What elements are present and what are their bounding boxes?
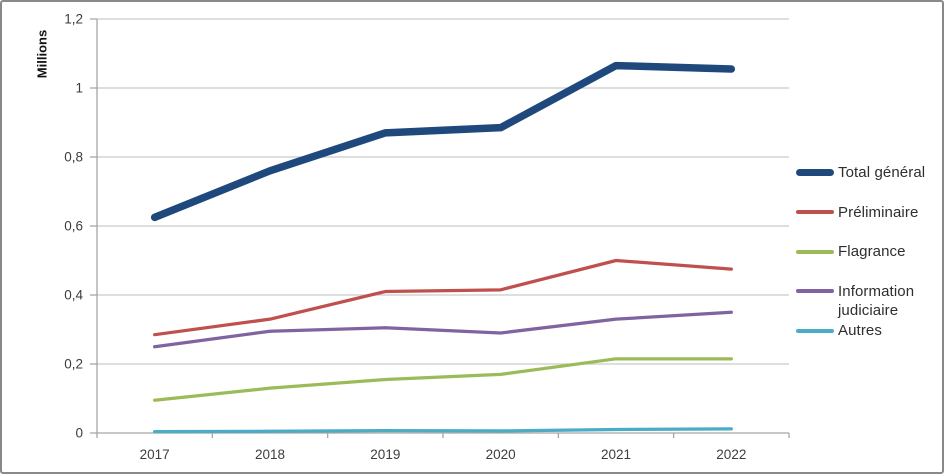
legend-label: Autres xyxy=(838,322,882,339)
legend-label: Flagrance xyxy=(838,243,906,260)
series-line-3 xyxy=(153,310,733,349)
legend-item-2: Flagrance xyxy=(792,242,940,262)
x-tick-label: 2018 xyxy=(255,447,285,462)
series-line-1 xyxy=(153,258,733,337)
y-tick-label: 0 xyxy=(75,426,83,441)
legend-marker-line-icon xyxy=(796,328,834,333)
legend-label: Total général xyxy=(838,164,926,181)
legend-marker-line-icon xyxy=(796,249,834,254)
y-axis-title: Millions xyxy=(34,29,50,79)
legend-marker-line-icon xyxy=(796,210,834,215)
legend-marker-line-icon xyxy=(796,169,834,177)
x-tick-label: 2022 xyxy=(716,447,746,462)
y-tick-label: 0,6 xyxy=(64,219,83,234)
x-tick-label: 2020 xyxy=(486,447,516,462)
y-tick-label: 0,8 xyxy=(64,150,83,165)
legend-item-4: Autres xyxy=(792,321,940,341)
series-line-2 xyxy=(153,357,733,402)
x-tick-label: 2017 xyxy=(140,447,170,462)
legend-marker-line-icon xyxy=(796,289,834,294)
chart-legend: Total général Préliminaire Flagrance Inform… xyxy=(792,2,942,472)
legend-label: Information judiciaire xyxy=(838,282,915,320)
legend-item-3: Information judiciaire xyxy=(792,282,940,321)
y-tick-label: 0,2 xyxy=(64,357,83,372)
legend-label: Préliminaire xyxy=(838,203,919,221)
series-line-4 xyxy=(153,427,733,434)
y-tick-label: 1,2 xyxy=(64,12,83,27)
legend-item-1: Préliminaire xyxy=(792,203,940,223)
x-tick-label: 2019 xyxy=(370,447,400,462)
series-line-0 xyxy=(150,61,736,222)
legend-item-0: Total général xyxy=(792,163,940,183)
y-tick-label: 0,4 xyxy=(64,288,83,303)
y-tick-label: 1 xyxy=(75,81,83,96)
x-tick-label: 2021 xyxy=(601,447,631,462)
